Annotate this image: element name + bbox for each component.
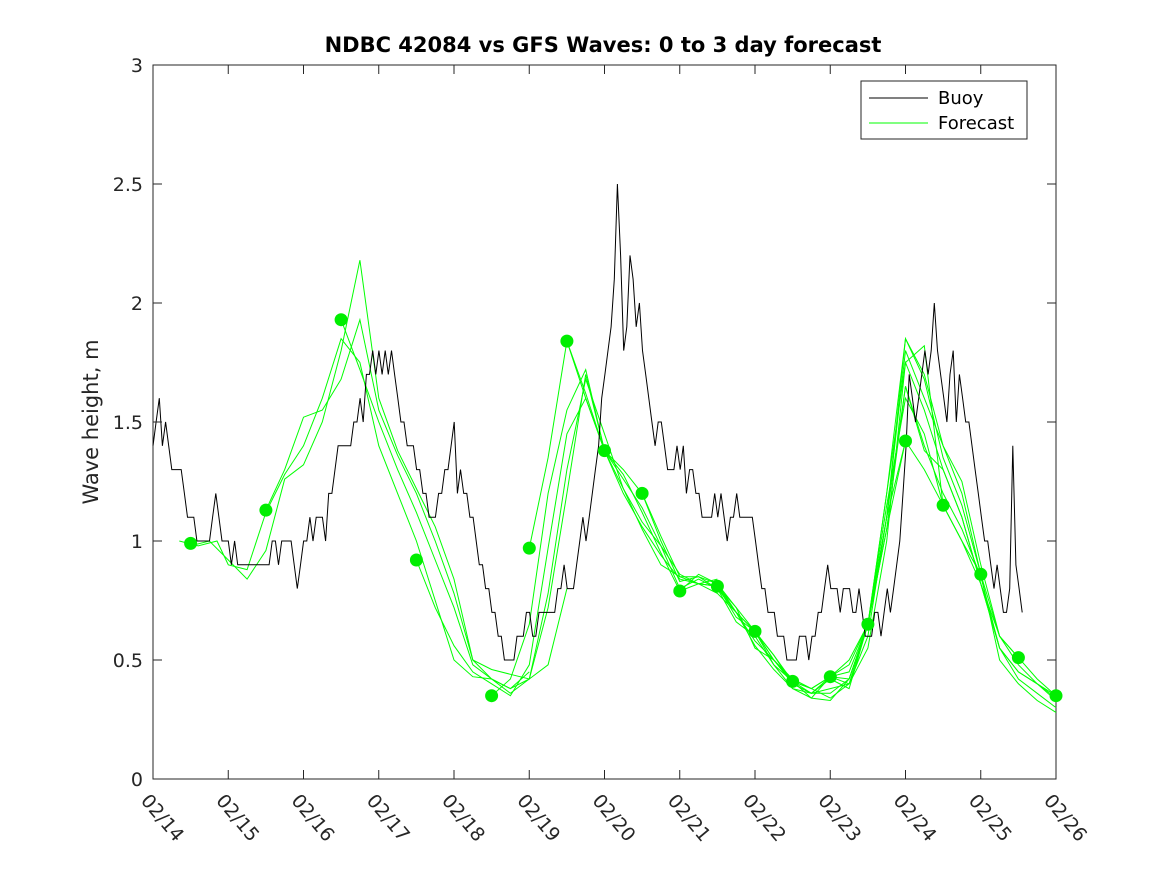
x-tick-label: 02/20 <box>588 790 640 846</box>
buoy-series-line <box>152 183 1023 661</box>
x-tick-label: 02/22 <box>738 790 790 846</box>
forecast-marker <box>598 444 611 458</box>
x-tick-label: 02/24 <box>889 790 941 846</box>
plot-area-frame <box>152 64 1057 780</box>
forecast-marker <box>673 584 687 598</box>
forecast-marker <box>1049 689 1063 703</box>
x-tick-label: 02/23 <box>813 790 865 846</box>
legend-forecast-label: Forecast <box>938 113 1014 134</box>
forecast-run-line <box>566 340 944 694</box>
x-tick-label: 02/15 <box>211 790 263 846</box>
x-tick-label: 02/19 <box>512 790 564 846</box>
forecast-run-line <box>179 337 530 690</box>
forecast-marker <box>259 503 273 517</box>
y-tick-label: 0.5 <box>113 650 143 672</box>
x-tick-label: 02/25 <box>964 790 1016 846</box>
forecast-marker <box>786 674 800 688</box>
forecast-marker <box>522 541 536 555</box>
buoy-line <box>152 183 1023 661</box>
forecast-run-line <box>340 319 718 694</box>
forecast-run-line <box>190 260 568 680</box>
forecast-run-line <box>792 350 1057 699</box>
forecast-marker <box>560 334 574 348</box>
forecast-marker <box>823 670 837 684</box>
forecast-markers <box>184 313 1063 703</box>
legend-buoy-label: Buoy <box>938 88 984 109</box>
forecast-marker <box>710 579 724 593</box>
y-tick-label: 0 <box>131 769 143 791</box>
forecast-run-line <box>491 368 869 699</box>
legend-box <box>860 80 1028 140</box>
chart-title: NDBC 42084 vs GFS Waves: 0 to 3 day fore… <box>325 33 882 57</box>
forecast-run-line <box>604 336 982 702</box>
forecast-marker <box>1011 651 1025 665</box>
x-tick-label: 02/21 <box>663 790 715 846</box>
forecast-marker <box>936 498 950 512</box>
x-tick-label: 02/26 <box>1039 790 1091 846</box>
forecast-run-line <box>679 439 1057 697</box>
y-tick-label: 3 <box>131 55 143 77</box>
forecast-run-line <box>867 337 1057 713</box>
forecast-marker <box>861 617 875 631</box>
forecast-marker <box>899 434 912 448</box>
y-tick-label: 2.5 <box>113 174 143 196</box>
forecast-marker <box>635 486 649 500</box>
forecast-marker <box>974 567 988 581</box>
y-tick-label: 1.5 <box>113 412 143 434</box>
x-tick-label: 02/18 <box>437 790 489 846</box>
x-tick-label: 02/17 <box>362 790 414 846</box>
y-tick-label: 2 <box>131 293 143 315</box>
x-tick-label: 02/14 <box>136 790 188 846</box>
forecast-marker <box>485 689 499 703</box>
forecast-run-line <box>265 317 605 690</box>
forecast-marker <box>184 536 198 550</box>
forecast-marker <box>334 313 348 327</box>
y-tick-label: 1 <box>131 531 143 553</box>
forecast-marker <box>409 553 423 567</box>
forecast-run-line <box>415 396 793 697</box>
forecast-lines <box>179 260 1057 713</box>
y-axis-label: Wave height, m <box>79 339 103 504</box>
x-tick-label: 02/16 <box>287 790 339 846</box>
forecast-marker <box>748 624 762 638</box>
legend: Buoy Forecast <box>860 80 1028 140</box>
